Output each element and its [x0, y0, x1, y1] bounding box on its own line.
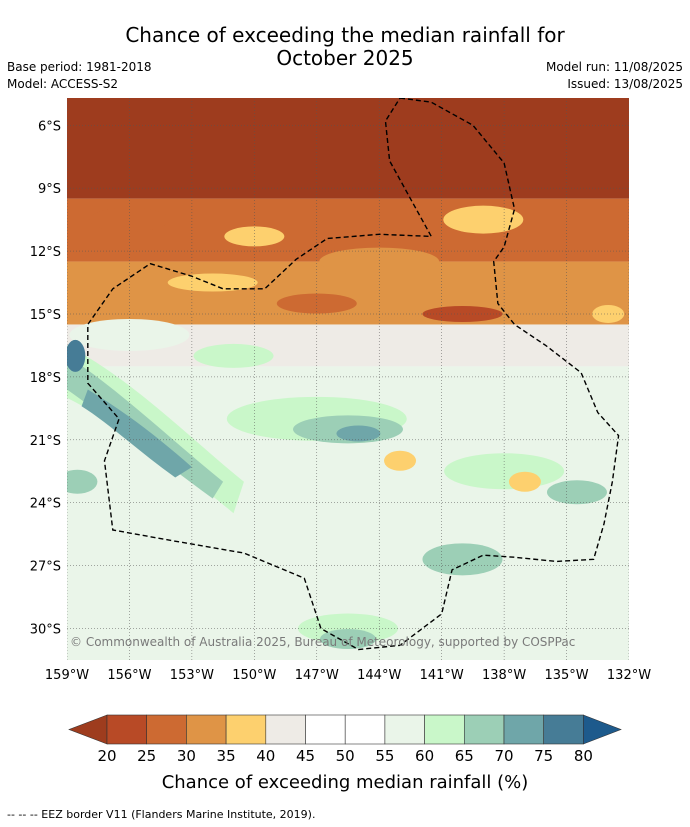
- dry-patch-mid: [276, 293, 357, 314]
- colorbar-tick-label: 75: [534, 747, 553, 765]
- wet-patch-faint: [69, 318, 190, 351]
- colorbar-segment: [463, 714, 505, 745]
- y-tick-label: 12°S: [30, 245, 61, 260]
- colorbar-segment: [543, 714, 584, 745]
- wet-core: [67, 339, 86, 372]
- x-tick-label: 135°W: [544, 668, 588, 683]
- colorbar-extend-high: [583, 714, 622, 745]
- colorbar-segment: [225, 714, 267, 745]
- dry-patch-mid: [89, 207, 170, 232]
- colorbar-tick-label: 20: [97, 747, 116, 765]
- colorbar-tick-label: 25: [137, 747, 156, 765]
- x-tick-label: 150°W: [232, 668, 276, 683]
- wet-far-east: [546, 480, 607, 505]
- colorbar-segment: [384, 714, 425, 745]
- colorbar-tick-label: 60: [415, 747, 434, 765]
- chart-title: Chance of exceeding the median rainfall …: [0, 24, 690, 70]
- colorbar-segment: [146, 714, 187, 745]
- dry-patch-light: [167, 273, 258, 292]
- eez-border: [87, 98, 620, 651]
- map-gridlines: [67, 98, 629, 660]
- y-tick-label: 24°S: [30, 497, 61, 512]
- y-tick-label: 6°S: [38, 119, 61, 134]
- y-tick-label: 18°S: [30, 371, 61, 386]
- dry-patch-dark: [422, 305, 503, 322]
- y-tick-label: 30°S: [30, 623, 61, 638]
- wet-central-core: [336, 425, 381, 442]
- wet-east: [422, 543, 503, 576]
- rainfall-band-0: [67, 98, 629, 199]
- colorbar-tick-label: 35: [217, 747, 236, 765]
- x-axis-ticks: 159°W 156°W 153°W 150°W 147°W 144°W 141°W 138°W…: [45, 668, 651, 683]
- colorbar-segment: [265, 714, 306, 745]
- y-axis-ticks: 6°S 9°S 12°S 15°S 18°S 21°S 24°S 27°S 30°S: [30, 119, 61, 637]
- x-tick-label: 156°W: [107, 668, 151, 683]
- base-period-text: Base period: 1981-2018: [7, 60, 152, 74]
- x-tick-label: 144°W: [357, 668, 401, 683]
- colorbar-extend-low: [68, 714, 108, 745]
- y-tick-label: 15°S: [30, 308, 61, 323]
- colorbar-tick-label: 40: [256, 747, 275, 765]
- chart-title-line1: Chance of exceeding the median rainfall …: [125, 23, 565, 47]
- colorbar-tick-label: 55: [375, 747, 394, 765]
- colorbar-segment: [186, 714, 227, 745]
- wet-streak-inner: [81, 389, 192, 478]
- x-tick-label: 153°W: [170, 668, 214, 683]
- colorbar-segment: [503, 714, 545, 745]
- x-tick-label: 138°W: [482, 668, 526, 683]
- eez-footnote: -- -- -- EEZ border V11 (Flanders Marine…: [7, 808, 316, 821]
- x-tick-label: 147°W: [295, 668, 339, 683]
- wet-south-mid: [320, 629, 376, 650]
- wet-west-edge: [67, 469, 98, 494]
- meta-left: Base period: 1981-2018 Model: ACCESS-S2: [7, 59, 152, 93]
- chart-title-line2: October 2025: [276, 46, 414, 70]
- colorbar-tick-label: 70: [494, 747, 513, 765]
- colorbar-segment: [106, 714, 148, 745]
- dry-patch-light: [592, 304, 625, 323]
- colorbar-label: Chance of exceeding median rainfall (%): [162, 772, 529, 793]
- wet-patch-light: [193, 343, 274, 368]
- model-text: Model: ACCESS-S2: [7, 77, 119, 91]
- issued-text: Issued: 13/08/2025: [567, 77, 683, 91]
- colorbar-segment: [305, 714, 346, 745]
- colorbar-tick-label: 30: [177, 747, 196, 765]
- dry-spot-4: [384, 450, 417, 471]
- colorbar: 20 25 30 35 40 45 50 55 60 65 70 75 80: [68, 714, 622, 765]
- x-tick-label: 159°W: [45, 668, 89, 683]
- colorbar-segment: [344, 714, 386, 745]
- y-tick-label: 9°S: [38, 182, 61, 197]
- y-tick-label: 21°S: [30, 434, 61, 449]
- x-tick-label: 141°W: [420, 668, 464, 683]
- y-tick-label: 27°S: [30, 560, 61, 575]
- colorbar-tick-label: 50: [336, 747, 355, 765]
- colorbar-tick-label: 80: [574, 747, 593, 765]
- x-tick-label: 132°W: [607, 668, 651, 683]
- dry-patch-mid: [319, 247, 440, 276]
- model-run-text: Model run: 11/08/2025: [545, 60, 683, 74]
- copyright-text: © Commonwealth of Australia 2025, Bureau…: [70, 635, 575, 649]
- meta-right: Model run: 11/08/2025 Issued: 13/08/2025: [546, 59, 683, 93]
- dry-patch-light: [443, 205, 524, 234]
- colorbar-tick-label: 65: [455, 747, 474, 765]
- colorbar-segment: [424, 714, 465, 745]
- dry-spot-3: [508, 471, 541, 492]
- colorbar-tick-label: 45: [296, 747, 315, 765]
- eez-border-path: [87, 98, 620, 651]
- map-plot-area: [67, 98, 629, 660]
